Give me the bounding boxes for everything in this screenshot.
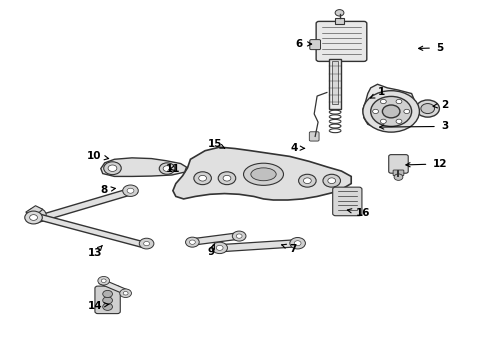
Circle shape: [298, 174, 316, 187]
Circle shape: [421, 104, 435, 113]
FancyBboxPatch shape: [316, 21, 367, 62]
Circle shape: [396, 99, 402, 104]
Circle shape: [303, 178, 311, 184]
Circle shape: [416, 100, 440, 117]
Text: 11: 11: [166, 163, 180, 174]
Circle shape: [32, 212, 41, 218]
Text: 3: 3: [380, 121, 448, 131]
Circle shape: [122, 185, 138, 197]
Circle shape: [335, 10, 344, 16]
Circle shape: [127, 188, 134, 193]
Circle shape: [104, 162, 121, 175]
Text: 15: 15: [208, 139, 225, 149]
Circle shape: [199, 175, 206, 181]
Circle shape: [396, 119, 402, 123]
Text: 8: 8: [100, 185, 115, 195]
FancyBboxPatch shape: [310, 40, 320, 50]
Circle shape: [123, 292, 128, 295]
Polygon shape: [101, 158, 187, 176]
Text: 9: 9: [207, 244, 215, 257]
Circle shape: [120, 289, 131, 297]
Text: 4: 4: [290, 143, 305, 153]
FancyBboxPatch shape: [332, 61, 338, 104]
Circle shape: [232, 231, 246, 241]
Text: 13: 13: [88, 246, 102, 258]
Circle shape: [103, 297, 113, 304]
Circle shape: [101, 279, 106, 283]
Polygon shape: [99, 279, 130, 295]
FancyBboxPatch shape: [95, 286, 120, 314]
Circle shape: [373, 109, 378, 113]
Circle shape: [328, 178, 336, 184]
Circle shape: [25, 211, 42, 224]
FancyBboxPatch shape: [389, 155, 408, 173]
Polygon shape: [173, 147, 351, 200]
Circle shape: [27, 208, 46, 222]
Circle shape: [216, 246, 223, 250]
Polygon shape: [32, 213, 145, 247]
Circle shape: [371, 96, 412, 126]
Text: 10: 10: [87, 151, 109, 161]
Text: 16: 16: [347, 208, 370, 218]
Circle shape: [290, 238, 305, 249]
Circle shape: [159, 163, 175, 174]
Text: 2: 2: [433, 100, 448, 110]
Text: 6: 6: [295, 39, 312, 49]
Text: 7: 7: [282, 244, 296, 253]
Polygon shape: [26, 206, 43, 216]
Ellipse shape: [251, 168, 276, 181]
Circle shape: [323, 174, 341, 187]
FancyBboxPatch shape: [393, 170, 404, 176]
Text: 12: 12: [406, 159, 447, 169]
Circle shape: [194, 172, 211, 185]
Circle shape: [163, 166, 171, 171]
Text: 14: 14: [88, 301, 109, 311]
Circle shape: [103, 303, 113, 310]
Circle shape: [190, 240, 196, 244]
Circle shape: [139, 238, 154, 249]
Circle shape: [394, 174, 403, 180]
Circle shape: [382, 105, 400, 118]
Text: 5: 5: [418, 43, 443, 53]
Circle shape: [144, 242, 149, 246]
Circle shape: [98, 276, 110, 285]
FancyBboxPatch shape: [333, 187, 362, 216]
Ellipse shape: [244, 163, 284, 185]
Circle shape: [223, 175, 231, 181]
Circle shape: [212, 242, 227, 253]
Polygon shape: [190, 233, 242, 246]
Circle shape: [103, 291, 113, 297]
Circle shape: [186, 237, 199, 247]
Circle shape: [236, 234, 242, 238]
Polygon shape: [363, 84, 415, 130]
Circle shape: [108, 165, 117, 171]
Circle shape: [380, 99, 386, 104]
FancyBboxPatch shape: [335, 18, 344, 23]
Circle shape: [380, 119, 386, 123]
FancyBboxPatch shape: [329, 59, 342, 109]
Circle shape: [218, 172, 236, 185]
Polygon shape: [33, 187, 138, 223]
Text: 1: 1: [370, 87, 385, 98]
FancyBboxPatch shape: [309, 132, 319, 141]
Circle shape: [294, 241, 301, 246]
Circle shape: [30, 215, 37, 220]
Circle shape: [404, 109, 410, 113]
Polygon shape: [218, 240, 299, 252]
Circle shape: [363, 91, 419, 132]
